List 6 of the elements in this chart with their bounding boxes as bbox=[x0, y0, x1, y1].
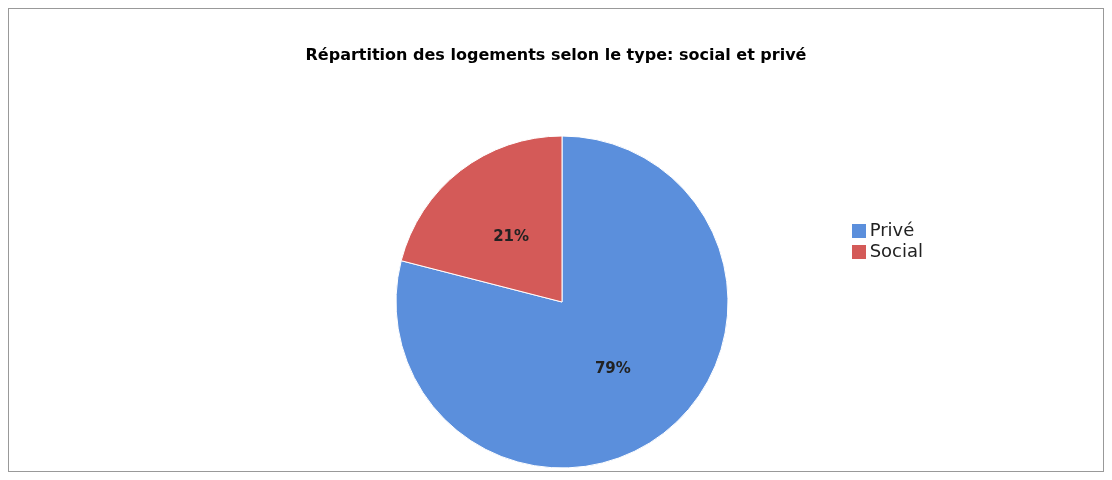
legend-label: Social bbox=[869, 240, 923, 261]
legend-label: Privé bbox=[869, 219, 915, 240]
data-label: 79% bbox=[594, 358, 631, 377]
chart-title: Répartition des logements selon le type: social et privé bbox=[304, 45, 808, 64]
data-label: 21% bbox=[493, 227, 530, 246]
pie-slice bbox=[395, 135, 729, 469]
